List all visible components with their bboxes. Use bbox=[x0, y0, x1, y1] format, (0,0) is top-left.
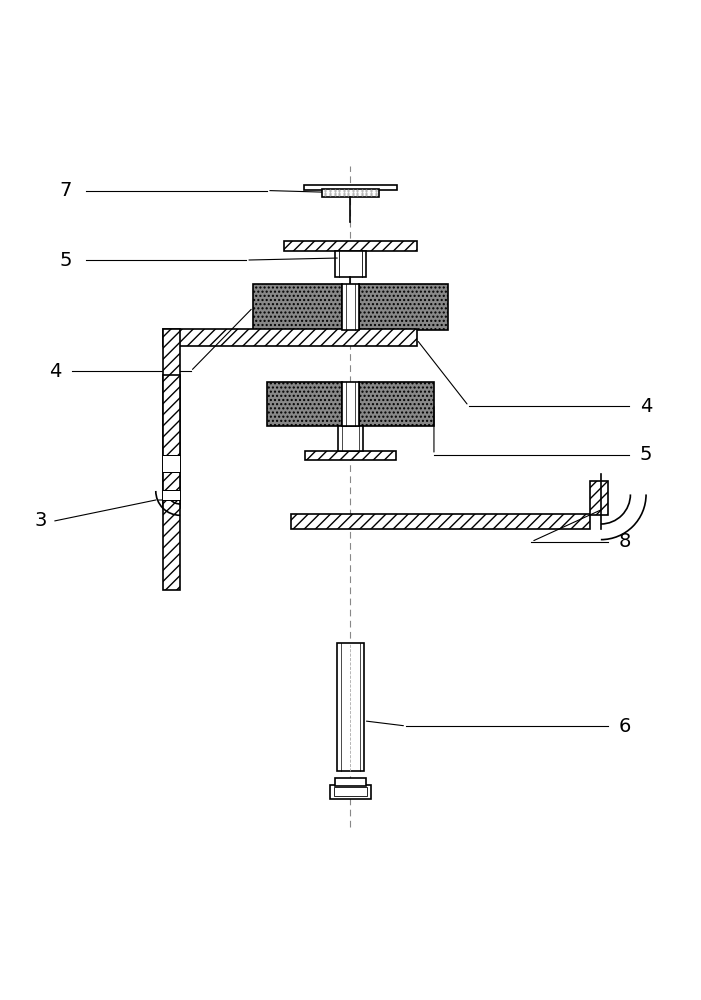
Bar bbox=[163, 375, 180, 590]
Bar bbox=[304, 185, 397, 190]
Bar bbox=[292, 514, 590, 529]
Text: 6: 6 bbox=[619, 717, 632, 736]
Bar bbox=[267, 382, 342, 426]
Bar bbox=[306, 451, 395, 460]
Text: 7: 7 bbox=[59, 181, 72, 200]
Text: 3: 3 bbox=[35, 511, 47, 530]
Bar bbox=[163, 455, 180, 472]
Text: 4: 4 bbox=[49, 362, 61, 381]
Bar bbox=[322, 189, 379, 197]
Bar bbox=[590, 481, 608, 515]
Bar bbox=[330, 785, 371, 799]
Bar bbox=[163, 329, 180, 508]
Text: 5: 5 bbox=[59, 251, 72, 270]
Bar bbox=[359, 284, 448, 330]
Bar bbox=[342, 284, 359, 330]
Bar bbox=[335, 251, 366, 277]
Bar bbox=[285, 241, 416, 251]
Bar bbox=[253, 284, 342, 330]
Bar bbox=[342, 382, 359, 426]
Text: 8: 8 bbox=[619, 532, 632, 551]
Bar bbox=[163, 490, 180, 500]
Text: 5: 5 bbox=[640, 445, 653, 464]
Bar bbox=[334, 787, 367, 796]
Text: 4: 4 bbox=[640, 397, 652, 416]
Bar bbox=[163, 329, 416, 346]
Bar bbox=[337, 643, 364, 771]
Bar bbox=[338, 426, 363, 451]
Bar bbox=[334, 778, 367, 786]
Bar bbox=[359, 382, 434, 426]
